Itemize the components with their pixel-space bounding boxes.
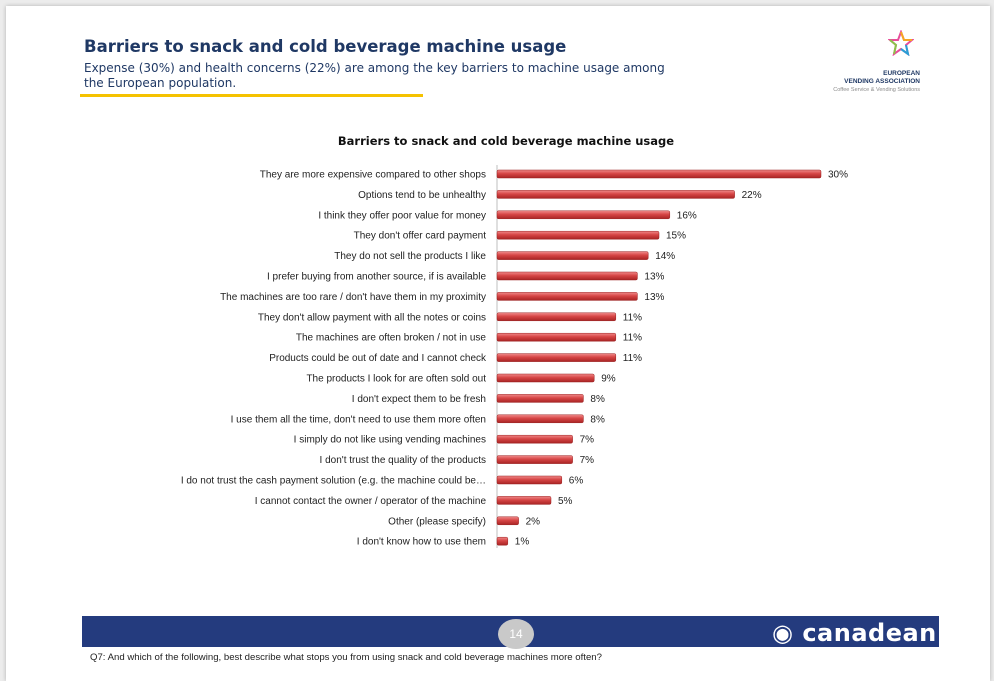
value-label: 8% [590,394,605,405]
category-label: I think they offer poor value for money [318,210,486,221]
value-label: 5% [558,496,573,507]
logo-text-european: EUROPEAN [883,70,920,77]
bar [496,475,563,485]
value-label: 16% [677,210,697,221]
canadean-icon: ◉ [772,619,794,647]
page-subtitle: Expense (30%) and health concerns (22%) … [84,61,665,90]
category-label: I do not trust the cash payment solution… [181,476,486,487]
bar [496,190,735,199]
bar [496,536,509,546]
category-label: Other (please specify) [388,516,486,527]
category-label: I don't trust the quality of the product… [320,455,486,466]
category-label: They don't offer card payment [354,231,487,242]
canadean-logo: ◉ canadean [772,619,937,647]
chart-title: Barriers to snack and cold beverage mach… [338,134,674,148]
logo-text-vending-association: VENDING ASSOCIATION [844,78,920,85]
value-label: 30% [828,170,848,181]
category-label: I prefer buying from another source, if … [267,272,486,283]
category-label: I don't know how to use them [357,537,486,548]
bar [496,312,617,322]
bar [496,455,573,464]
bar [496,373,595,383]
category-label: I use them all the time, don't need to u… [231,414,486,425]
value-label: 7% [580,455,595,466]
value-label: 1% [515,537,530,548]
bar [496,414,584,424]
category-label: I don't expect them to be fresh [352,394,486,405]
value-label: 15% [666,231,686,242]
bar [496,434,573,444]
canadean-wordmark: canadean [802,619,937,647]
bar [496,251,649,260]
bar [496,271,638,281]
category-label: They do not sell the products I like [334,251,486,262]
bar [496,332,617,342]
value-label: 14% [655,251,675,262]
title-underline [80,94,423,97]
slide [6,6,990,681]
star-icon [888,30,914,56]
bar [496,353,617,362]
value-label: 11% [623,353,642,364]
value-label: 6% [569,476,584,487]
eva-logo: EUROPEAN VENDING ASSOCIATION Coffee Serv… [818,30,922,100]
category-label: The products I look for are often sold o… [306,374,486,385]
category-label: Options tend to be unhealthy [358,190,486,201]
category-label: They don't allow payment with all the no… [258,312,486,323]
barriers-bar-chart: Barriers to snack and cold beverage mach… [181,134,848,548]
value-label: 11% [623,312,642,323]
category-label: Products could be out of date and I cann… [269,353,487,364]
bar [496,394,584,403]
category-label: I simply do not like using vending machi… [294,435,486,446]
page-number: 14 [498,619,534,649]
category-label: The machines are too rare / don't have t… [220,292,486,303]
value-label: 2% [526,516,541,527]
value-label: 7% [580,435,595,446]
value-label: 9% [601,374,616,385]
question-footnote: Q7: And which of the following, best des… [90,652,602,663]
value-label: 8% [590,414,605,425]
logo-tagline: Coffee Service & Vending Solutions [833,87,920,93]
value-label: 11% [623,333,642,344]
bar [496,516,519,526]
bar [496,496,552,505]
value-label: 22% [742,190,762,201]
value-label: 13% [644,272,664,283]
bar [496,210,671,220]
bar [496,169,822,179]
category-label: They are more expensive compared to othe… [260,170,486,181]
category-label: The machines are often broken / not in u… [296,333,487,344]
bar [496,230,660,240]
category-label: I cannot contact the owner / operator of… [255,496,487,507]
value-label: 13% [644,292,664,303]
page-title: Barriers to snack and cold beverage mach… [84,37,567,56]
bar [496,292,638,301]
